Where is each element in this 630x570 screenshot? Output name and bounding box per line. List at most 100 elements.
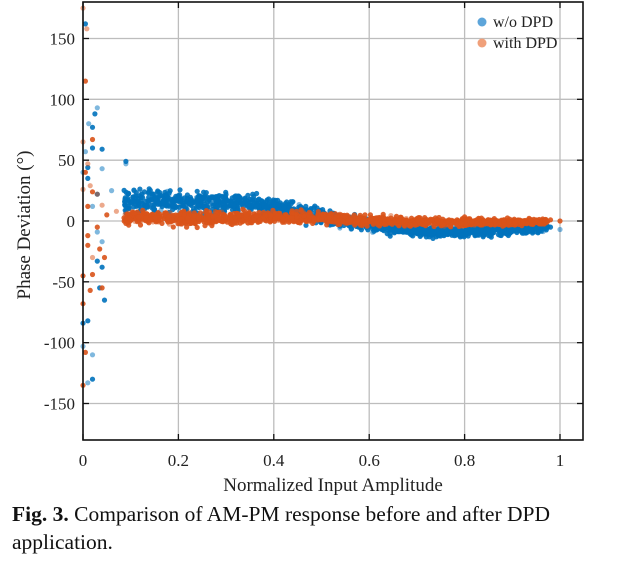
data-point-wo-dpd [123,161,129,167]
data-point-wo-dpd [457,234,463,240]
data-point-with-dpd [87,183,93,189]
data-point-with-dpd [481,218,487,224]
data-point-with-dpd [113,208,119,214]
data-point-wo-dpd [488,234,494,240]
data-point-wo-dpd [520,228,526,234]
data-point-with-dpd [169,217,175,223]
data-point-wo-dpd [514,226,520,232]
data-point-with-dpd [297,220,303,226]
data-point-with-dpd [243,211,250,218]
data-point-wo-dpd [547,224,554,230]
figure-caption: Fig. 3. Comparison of AM-PM response bef… [12,500,627,556]
data-point-wo-dpd [137,186,143,192]
data-point-wo-dpd [122,202,128,208]
data-point-wo-dpd [157,189,163,196]
data-point-with-dpd [89,271,96,278]
data-point-with-dpd [251,217,257,223]
data-point-wo-dpd [82,21,88,27]
data-point-with-dpd [257,217,263,223]
data-point-with-dpd [147,217,153,223]
data-point-wo-dpd [213,198,219,204]
data-point-with-dpd [94,191,100,197]
data-point-wo-dpd [173,197,179,203]
data-point-wo-dpd [82,149,88,155]
data-point-with-dpd [381,216,387,222]
data-point-wo-dpd [444,230,450,236]
data-point-with-dpd [85,203,91,209]
data-point-wo-dpd [250,191,256,197]
x-axis-label: Normalized Input Amplitude [223,475,443,496]
data-point-with-dpd [209,219,215,225]
data-point-with-dpd [125,210,131,216]
data-point-wo-dpd [101,297,108,303]
data-point-with-dpd [275,213,281,219]
data-point-wo-dpd [165,202,171,209]
x-tick-labels: 0 0.2 0.4 0.6 0.8 1 [79,451,565,470]
data-point-with-dpd [415,217,421,223]
data-point-with-dpd [164,217,170,223]
data-point-wo-dpd [228,202,234,208]
data-point-with-dpd [84,26,90,32]
data-point-wo-dpd [261,200,267,206]
data-point-wo-dpd [177,187,183,193]
data-point-wo-dpd [160,198,166,205]
data-point-wo-dpd [144,204,150,210]
data-point-with-dpd [362,218,368,224]
data-point-wo-dpd [405,228,411,235]
y-tick-labels: 150 100 50 0 -50 -100 -150 [44,30,75,414]
data-point-with-dpd [85,233,91,239]
data-point-with-dpd [123,218,129,224]
data-point-wo-dpd [275,201,282,208]
data-point-wo-dpd [145,198,151,204]
y-tick-label: -150 [44,395,75,414]
data-point-with-dpd [301,213,307,219]
data-point-wo-dpd [219,193,225,199]
data-point-with-dpd [396,218,402,224]
data-point-with-dpd [348,217,354,223]
data-point-with-dpd [542,218,548,225]
data-point-with-dpd [153,219,159,225]
data-point-with-dpd [306,209,312,215]
data-point-with-dpd [170,224,176,230]
data-point-with-dpd [404,217,410,223]
data-point-wo-dpd [89,203,96,209]
data-point-wo-dpd [86,121,92,127]
data-point-wo-dpd [266,201,272,207]
data-point-wo-dpd [482,229,488,235]
data-point-with-dpd [131,210,137,216]
data-point-wo-dpd [256,196,262,202]
data-point-wo-dpd [410,229,416,235]
data-point-with-dpd [469,218,475,225]
data-point-with-dpd [354,218,361,224]
data-point-wo-dpd [497,230,503,236]
data-point-wo-dpd [223,191,229,198]
data-point-wo-dpd [167,188,173,194]
data-point-with-dpd [319,217,325,223]
data-point-with-dpd [89,189,96,195]
data-point-with-dpd [340,218,346,225]
data-point-wo-dpd [149,192,156,198]
data-point-wo-dpd [99,166,105,172]
data-point-with-dpd [520,219,526,225]
data-point-with-dpd [82,169,88,175]
data-point-with-dpd [219,209,225,215]
data-point-with-dpd [557,218,563,224]
data-point-with-dpd [142,210,148,216]
data-point-wo-dpd [288,201,294,207]
data-point-wo-dpd [192,199,198,205]
data-point-with-dpd [89,254,96,261]
y-tick-label: -100 [44,334,75,353]
data-point-wo-dpd [99,146,105,152]
data-point-wo-dpd [126,205,132,211]
data-point-wo-dpd [234,193,240,199]
data-point-with-dpd [324,222,330,228]
data-point-with-dpd [300,209,306,215]
data-point-wo-dpd [146,194,152,200]
data-point-wo-dpd [168,198,174,204]
data-point-wo-dpd [557,226,563,233]
data-point-wo-dpd [99,264,105,270]
data-point-with-dpd [137,222,144,228]
data-point-with-dpd [99,285,105,291]
data-point-wo-dpd [151,207,157,213]
data-point-wo-dpd [89,124,96,130]
